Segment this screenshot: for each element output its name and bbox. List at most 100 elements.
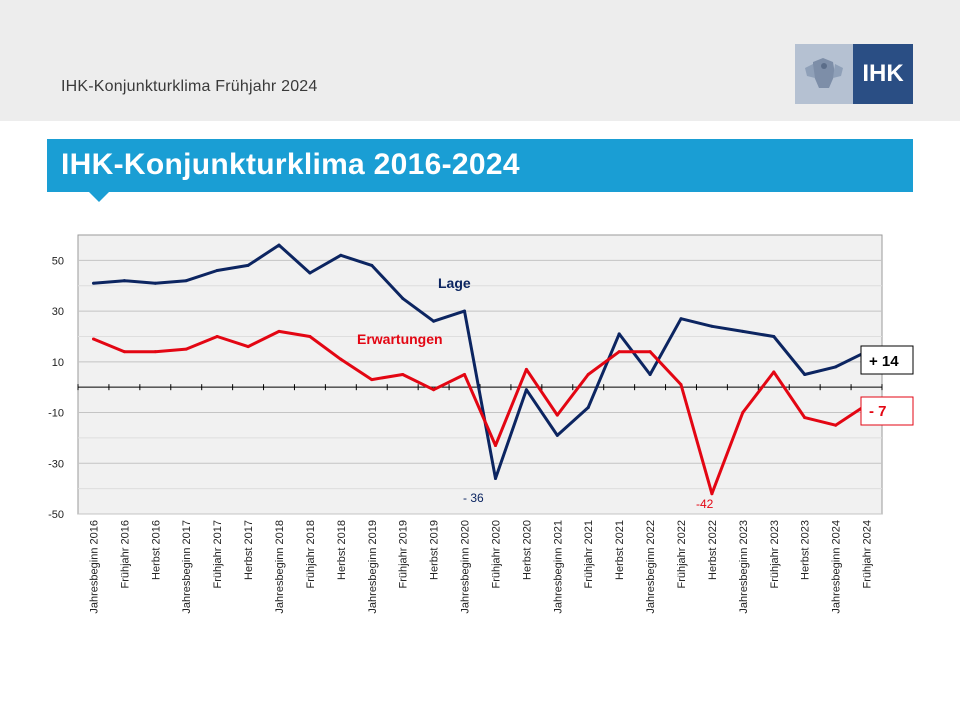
data-point-lage [803,373,807,376]
data-point-lage [741,329,745,333]
data-point-lage [401,296,405,300]
gridlines [78,259,882,515]
x-tick-label: Herbst 2019 [429,520,441,580]
x-tick-label: Jahresbeginn 2024 [831,520,843,614]
data-point-lage [215,269,219,273]
data-point-lage [184,279,188,283]
data-point-lage [617,332,621,336]
x-tick-label: Herbst 2022 [707,520,719,580]
data-point-lage [493,476,497,480]
y-tick-label: 50 [52,255,64,267]
data-point-erwartungen [772,370,776,374]
data-point-lage [91,281,95,285]
x-tick-label: Herbst 2016 [150,520,162,580]
data-point-erwartungen [463,373,467,376]
data-point-lage [679,317,683,321]
data-point-lage [153,281,157,285]
title-banner-notch [89,192,109,202]
x-tick-label: Herbst 2017 [243,520,255,580]
annotation-erwartungen-min: -42 [696,497,714,511]
x-tick-label: Jahresbeginn 2017 [181,520,193,614]
data-point-erwartungen [648,350,652,354]
x-tick-label: Frühjahr 2024 [862,520,874,589]
data-point-erwartungen [524,367,528,371]
x-tick-label: Frühjahr 2023 [769,520,781,589]
series-line-lage [93,243,868,480]
x-tick-label: Jahresbeginn 2019 [367,520,379,614]
lage-last-value-box [860,345,914,375]
data-point-erwartungen [617,350,621,354]
data-point-erwartungen [370,378,374,382]
data-points [91,243,869,496]
data-point-erwartungen [308,334,312,338]
data-point-lage [370,263,374,267]
data-point-erwartungen [215,334,219,338]
presentation-subtitle: IHK-Konjunkturklima Frühjahr 2024 [61,78,318,95]
x-tick-label: Jahresbeginn 2023 [738,520,750,614]
x-tick-label: Jahresbeginn 2022 [645,520,657,614]
x-tick-label: Frühjahr 2019 [398,520,410,589]
data-point-lage [648,373,652,376]
y-axis-labels: 50 30 10 -10 -30 -50 [48,255,64,521]
annotation-lage-min: - 36 [463,491,484,505]
data-point-lage [772,334,776,338]
erwartungen-last-value-box [860,396,914,426]
page-title: IHK-Konjunkturklima 2016-2024 [61,148,520,181]
x-tick-label: Frühjahr 2017 [212,520,224,589]
annotation-erwartungen-label: Erwartungen [357,331,443,347]
x-axis-ticks [77,384,883,391]
series-line-erwartungen [92,329,868,496]
data-point-lage [308,271,312,275]
data-point-lage [710,324,714,328]
plot-area [77,234,883,515]
data-point-erwartungen [401,373,405,376]
x-tick-label: Jahresbeginn 2016 [88,520,100,614]
data-point-erwartungen [493,444,497,448]
data-point-lage [432,319,436,323]
y-tick-label: -10 [48,408,64,420]
ihk-logo-text: IHK [853,44,913,104]
annotation-lage-label: Lage [438,275,471,291]
data-point-erwartungen [184,347,188,351]
data-point-erwartungen [153,350,157,354]
data-point-lage [586,405,590,409]
data-point-erwartungen [432,388,436,392]
x-tick-label: Jahresbeginn 2018 [274,520,286,614]
x-axis-labels: Jahresbeginn 2016 Frühjahr 2016 Herbst 201… [88,520,873,614]
data-point-lage [339,253,343,257]
data-point-lage [277,243,281,247]
y-tick-label: 30 [52,306,64,318]
data-point-lage [463,309,467,313]
x-tick-label: Jahresbeginn 2020 [460,520,472,614]
title-banner: IHK-Konjunkturklima 2016-2024 [47,139,913,192]
data-point-lage [246,263,250,267]
lage-last-value: + 14 [869,353,899,370]
data-point-lage [524,388,528,392]
data-point-erwartungen [710,492,714,496]
ihk-logo: IHK [795,44,913,104]
data-point-erwartungen [339,357,343,361]
data-point-lage [122,279,126,283]
data-point-erwartungen [246,345,250,349]
x-tick-label: Frühjahr 2020 [490,520,502,589]
y-tick-label: -30 [48,458,64,470]
data-point-erwartungen [122,350,126,354]
data-point-erwartungen [803,416,807,420]
data-point-erwartungen [679,383,683,387]
x-tick-label: Frühjahr 2016 [119,520,131,589]
x-tick-label: Frühjahr 2021 [583,520,595,589]
x-tick-label: Herbst 2023 [800,520,812,580]
x-tick-label: Jahresbeginn 2021 [552,520,564,614]
y-tick-label: -50 [48,509,64,521]
data-point-erwartungen [741,411,745,415]
x-tick-label: Herbst 2021 [614,520,626,580]
x-tick-label: Herbst 2018 [336,520,348,580]
data-point-erwartungen [555,413,559,417]
x-tick-label: Frühjahr 2018 [305,520,317,589]
data-point-erwartungen [277,329,281,333]
data-point-lage [834,365,838,369]
data-point-erwartungen [586,373,590,376]
data-point-lage [555,433,559,437]
x-tick-label: Frühjahr 2022 [676,520,688,589]
